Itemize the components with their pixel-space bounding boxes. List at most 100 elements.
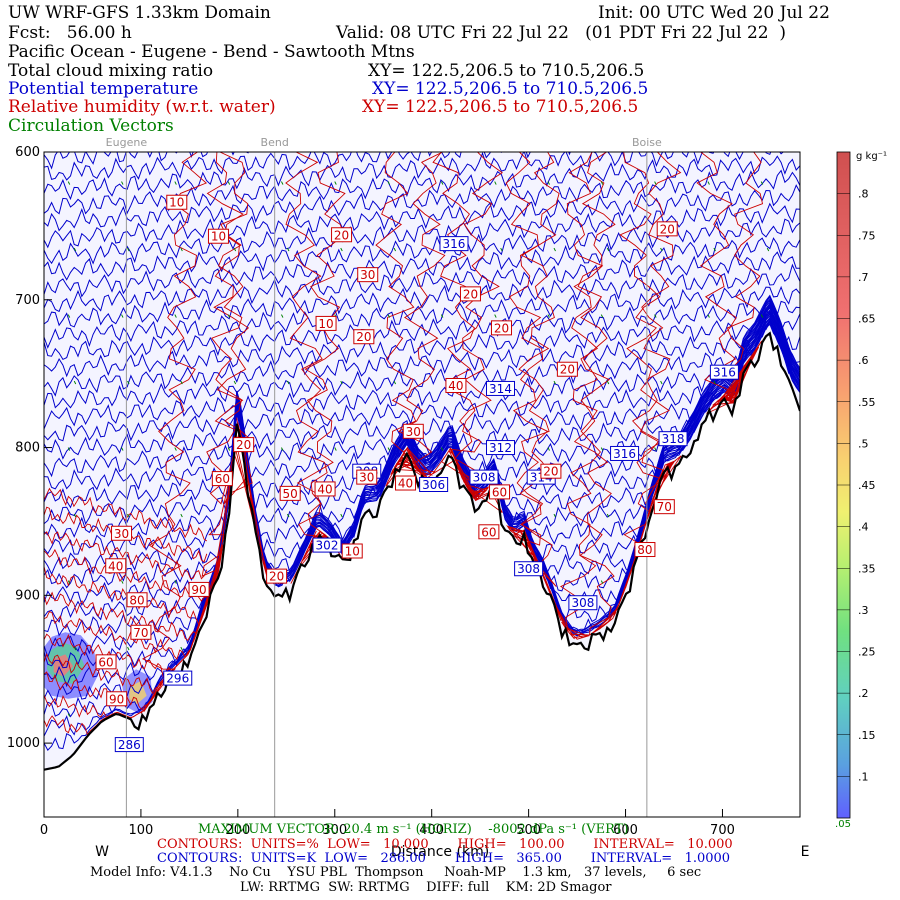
rh-isoline bbox=[44, 601, 208, 660]
x-tick-label: 400 bbox=[419, 823, 444, 838]
rh-isoline bbox=[706, 152, 764, 414]
x-tick-label: 500 bbox=[516, 823, 541, 838]
theta-label: 314 bbox=[489, 382, 512, 396]
vector-arrow bbox=[233, 247, 237, 252]
theta-isoline bbox=[44, 152, 797, 201]
vector-arrow bbox=[227, 181, 231, 185]
rh-label-box bbox=[634, 542, 656, 558]
rh-isoline bbox=[44, 566, 208, 626]
rh-label-box bbox=[130, 624, 152, 640]
vector-arrow bbox=[387, 314, 391, 318]
plot-frame bbox=[43, 151, 801, 818]
vector-arrow bbox=[654, 447, 657, 451]
physics-info: LW: RRTMG SW: RRTMG DIFF: full KM: 2D Sm… bbox=[240, 880, 612, 895]
rh-isoline bbox=[44, 591, 208, 641]
theta-isoline bbox=[44, 300, 800, 361]
rh-label-box bbox=[207, 228, 229, 244]
vector-arrow bbox=[440, 314, 444, 318]
theta-contour-info: CONTOURS: UNITS=K LOW= 286.00 HIGH= 365.… bbox=[157, 851, 731, 866]
colorbar-tick-label: .75 bbox=[858, 229, 876, 242]
rh-label: 40 bbox=[108, 559, 123, 573]
rh-label: 20 bbox=[236, 438, 251, 452]
vector-arrow bbox=[121, 447, 124, 451]
theta-label: 308 bbox=[517, 562, 540, 576]
rh-label-box bbox=[106, 691, 128, 707]
rh-label: 20 bbox=[560, 363, 575, 377]
theta-label-box bbox=[610, 445, 640, 461]
theta-isoline bbox=[44, 302, 800, 637]
rh-label-box bbox=[188, 581, 210, 597]
rh-label-box bbox=[331, 227, 353, 243]
theta-isoline bbox=[44, 251, 800, 313]
x-right-label: E bbox=[801, 844, 810, 860]
rh-label: 30 bbox=[114, 527, 129, 541]
vector-arrow bbox=[121, 181, 124, 185]
theta-label: 308 bbox=[473, 471, 496, 485]
vector-arrow bbox=[553, 513, 556, 518]
vector-arrow bbox=[281, 447, 284, 451]
vector-arrow bbox=[180, 380, 183, 385]
vector-arrow bbox=[387, 447, 391, 451]
rh-label: 60 bbox=[98, 655, 113, 669]
rh-label-box bbox=[315, 315, 337, 331]
rh-label: 10 bbox=[211, 230, 226, 244]
vector-arrow bbox=[713, 380, 716, 385]
rh-label: 60 bbox=[215, 472, 230, 486]
colorbar-tick-label: .1 bbox=[858, 770, 869, 783]
vector-arrow bbox=[73, 513, 77, 518]
rh-label: 20 bbox=[463, 287, 478, 301]
colorbar-tick-label: .15 bbox=[858, 729, 876, 742]
rh-label-box bbox=[478, 524, 500, 540]
forecast-hour: Fcst: 56.00 h bbox=[8, 23, 132, 43]
rh-label-box bbox=[95, 654, 117, 670]
vector-arrow bbox=[547, 181, 550, 185]
rh-label-box bbox=[357, 267, 379, 283]
field-cloud-mixing: Total cloud mixing ratio bbox=[8, 61, 214, 81]
rh-label: 80 bbox=[129, 593, 144, 607]
rh-label-box bbox=[341, 543, 363, 559]
vector-arrow bbox=[500, 247, 503, 252]
rh-label: 20 bbox=[356, 330, 371, 344]
field-relative-humidity-xy: XY= 122.5,206.5 to 710.5,206.5 bbox=[362, 97, 639, 117]
vector-arrow bbox=[67, 181, 71, 185]
theta-isoline bbox=[44, 310, 800, 555]
field-cloud-mixing-xy: XY= 122.5,206.5 to 710.5,206.5 bbox=[368, 61, 645, 81]
theta-label-box bbox=[568, 595, 598, 611]
rh-label: 20 bbox=[494, 321, 509, 335]
vector-arrow bbox=[387, 181, 391, 185]
vector-arrow bbox=[67, 580, 71, 584]
vector-arrow bbox=[606, 380, 610, 385]
vector-arrow bbox=[393, 247, 397, 252]
rh-label-box bbox=[556, 361, 578, 377]
vector-arrow bbox=[174, 314, 177, 318]
theta-isoline bbox=[44, 311, 800, 539]
y-tick-label: 1000 bbox=[7, 736, 40, 751]
theta-isoline bbox=[44, 307, 800, 589]
y-tick-label: 900 bbox=[15, 588, 40, 603]
vector-arrow bbox=[281, 314, 284, 318]
rh-isoline bbox=[44, 531, 208, 580]
theta-isoline bbox=[44, 184, 800, 249]
theta-isoline bbox=[44, 320, 800, 409]
vector-arrow bbox=[334, 181, 337, 185]
vector-arrow bbox=[494, 181, 497, 185]
rh-label-box bbox=[353, 329, 375, 345]
vector-arrow bbox=[287, 247, 290, 252]
theta-isoline bbox=[44, 87, 800, 149]
vector-arrow bbox=[127, 247, 130, 252]
theta-label-box bbox=[163, 670, 193, 686]
vector-arrow bbox=[287, 380, 290, 385]
theta-isoline bbox=[44, 237, 800, 298]
theta-isoline bbox=[44, 285, 800, 349]
vector-arrow bbox=[73, 646, 77, 651]
field-relative-humidity: Relative humidity (w.r.t. water) bbox=[8, 97, 276, 117]
vector-arrow bbox=[340, 380, 343, 385]
colorbar-units: g kg⁻¹ bbox=[856, 151, 887, 162]
rh-label: 30 bbox=[360, 268, 375, 282]
rh-label-box bbox=[459, 286, 481, 302]
vector-arrow bbox=[227, 447, 231, 451]
theta-label-box bbox=[709, 364, 739, 380]
vector-arrow bbox=[600, 314, 604, 318]
init-time: Init: 00 UTC Wed 20 Jul 22 bbox=[598, 3, 830, 23]
vector-arrow bbox=[67, 713, 71, 717]
